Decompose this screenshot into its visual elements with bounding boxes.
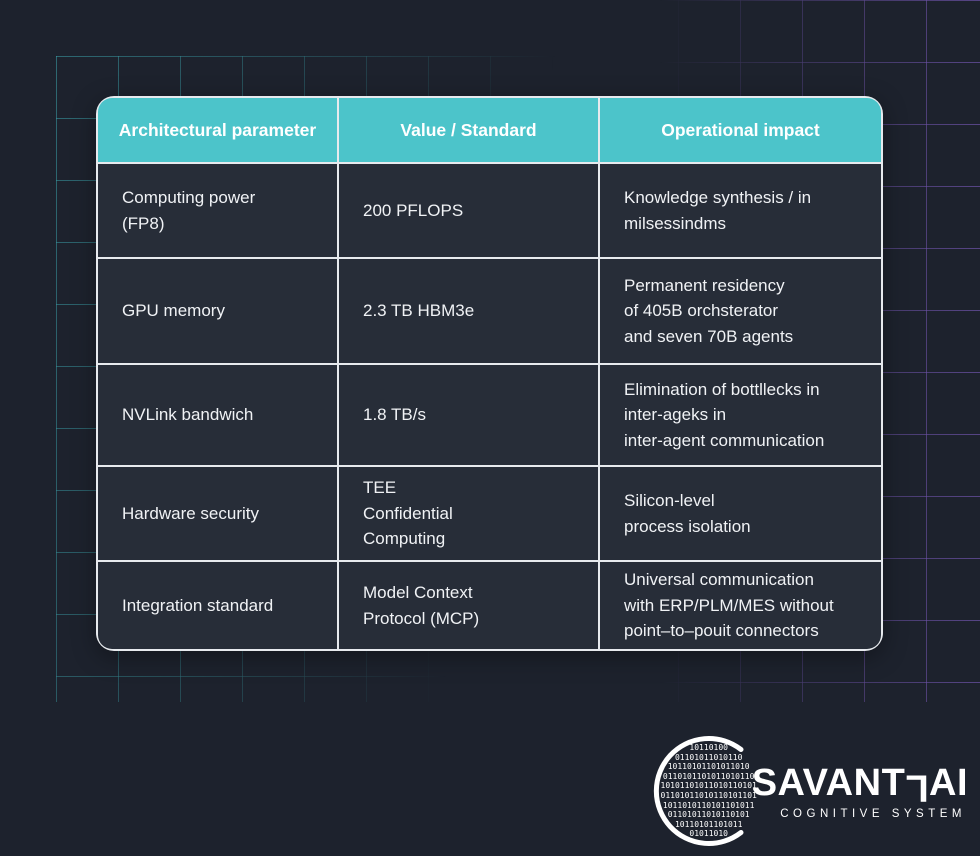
- cell-text: Model Context Protocol (MCP): [363, 583, 480, 628]
- binary-row: 01101011010110: [674, 752, 743, 762]
- cell-text: TEE Confidential Computing: [363, 478, 453, 549]
- table-cell-value: TEE Confidential Computing: [339, 467, 598, 560]
- cell-text: Permanent residency of 405B orchsterator…: [624, 275, 794, 346]
- header-label: Operational impact: [661, 119, 820, 140]
- table-cell-impact: Silicon-level process isolation: [600, 467, 881, 560]
- binary-row: 1011010110101101011: [662, 800, 755, 810]
- table-cell-parameter: GPU memory: [98, 259, 337, 363]
- table-cell-value: 200 PFLOPS: [339, 164, 598, 257]
- cell-text: 200 PFLOPS: [363, 200, 464, 220]
- binary-row: 01011010: [689, 829, 728, 839]
- cell-text: Computing power (FP8): [122, 188, 256, 233]
- cell-text: Integration standard: [122, 595, 274, 615]
- binary-circle-emblem: 10110100 01101011010110 1011010110101101…: [650, 732, 768, 850]
- cell-text: GPU memory: [122, 301, 225, 321]
- cell-text: 1.8 TB/s: [363, 405, 426, 425]
- binary-row: 10110101101011010: [667, 762, 750, 772]
- header-label: Value / Standard: [400, 119, 537, 140]
- binary-row: 0110101101011010110: [662, 771, 755, 781]
- table-cell-impact: Elimination of bottllecks in inter-ageks…: [600, 365, 881, 465]
- binary-code-rows: 10110100 01101011010110 1011010110101101…: [650, 732, 768, 850]
- brand-logo: 10110100 01101011010110 1011010110101101…: [650, 732, 968, 850]
- table-cell-impact: Permanent residency of 405B orchsterator…: [600, 259, 881, 363]
- binary-row: 10101101011010110101: [660, 781, 757, 791]
- header-architectural-parameter: Architectural parameter: [98, 98, 337, 162]
- brand-subtitle: COGNITIVE SYSTEM: [780, 808, 966, 820]
- cell-text: Universal communication with ERP/PLM/MES…: [624, 570, 834, 641]
- circle-arc-icon: [653, 736, 744, 846]
- table-cell-value: 2.3 TB HBM3e: [339, 259, 598, 363]
- header-label: Architectural parameter: [118, 119, 317, 140]
- spec-table: Architectural parameter Value / Standard…: [96, 96, 883, 651]
- table-cell-impact: Universal communication with ERP/PLM/MES…: [600, 562, 881, 649]
- cell-text: Knowledge synthesis / in milsessindms: [624, 188, 812, 233]
- binary-row: 01101011010110101101: [660, 791, 757, 800]
- cell-text: 2.3 TB HBM3e: [363, 301, 475, 321]
- table-cell-parameter: NVLink bandwich: [98, 365, 337, 465]
- table-cell-value: 1.8 TB/s: [339, 365, 598, 465]
- table-cell-value: Model Context Protocol (MCP): [339, 562, 598, 649]
- header-value-standard: Value / Standard: [339, 98, 598, 162]
- header-operational-impact: Operational impact: [600, 98, 881, 162]
- turned-l-glyph: L: [905, 766, 929, 809]
- brand-text-block: SAVANTLAI COGNITIVE SYSTEM: [752, 762, 968, 820]
- binary-row: 10110100: [689, 743, 728, 753]
- cell-text: Elimination of bottllecks in inter-ageks…: [624, 379, 825, 450]
- cell-text: NVLink bandwich: [122, 405, 254, 425]
- brand-wordmark: SAVANTLAI: [751, 762, 968, 809]
- table-cell-impact: Knowledge synthesis / in milsessindms: [600, 164, 881, 257]
- brand-right: AI: [929, 762, 968, 804]
- cell-text: Silicon-level process isolation: [624, 491, 751, 536]
- brand-left: SAVANT: [751, 762, 906, 804]
- binary-row: 10110101101011: [674, 819, 743, 829]
- table-cell-parameter: Integration standard: [98, 562, 337, 649]
- table-cell-parameter: Hardware security: [98, 467, 337, 560]
- cell-text: Hardware security: [122, 503, 259, 523]
- binary-row: 01101011010110101: [667, 810, 750, 820]
- table-cell-parameter: Computing power (FP8): [98, 164, 337, 257]
